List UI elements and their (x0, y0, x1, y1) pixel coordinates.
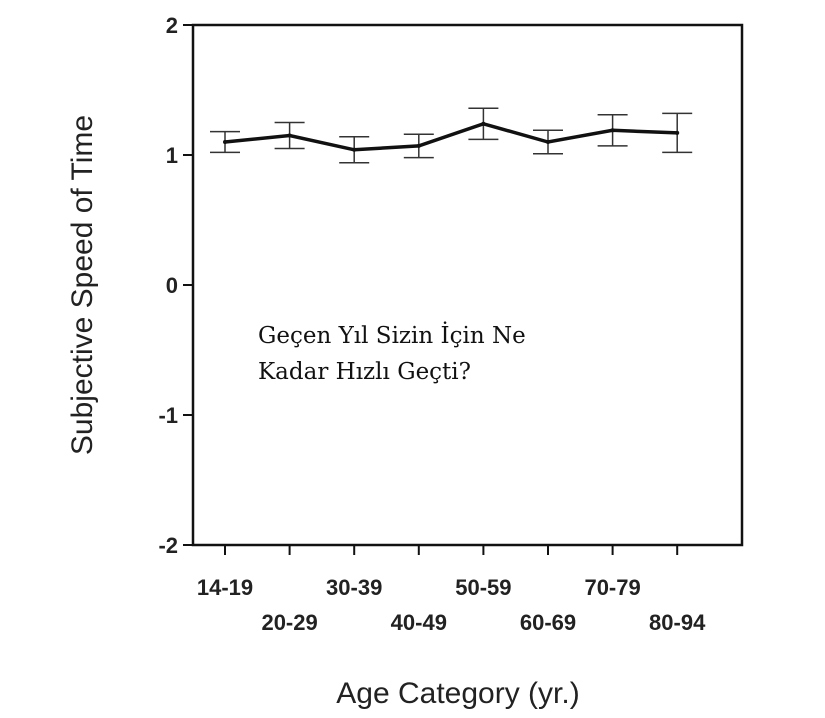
x-axis-label: Age Category (yr.) (336, 677, 579, 710)
y-axis-label: Subjective Speed of Time (66, 115, 99, 455)
x-tick-label: 20-29 (261, 610, 317, 635)
y-tick-label: 1 (166, 143, 178, 168)
y-tick-label: 2 (166, 13, 178, 38)
data-point (287, 133, 292, 138)
x-tick-label: 30-39 (326, 575, 382, 600)
y-tick-label: -1 (158, 403, 178, 428)
data-point (223, 140, 227, 144)
x-tick-label: 40-49 (391, 610, 447, 635)
caption-line-2: Kadar Hızlı Geçti? (258, 359, 471, 385)
y-tick-label: -2 (158, 533, 178, 558)
data-point (481, 121, 486, 126)
overlay-caption: Geçen Yıl Sizin İçin Ne Kadar Hızlı Geçt… (258, 318, 526, 390)
data-point (352, 147, 357, 152)
x-tick-label: 70-79 (584, 575, 640, 600)
data-point (416, 143, 421, 148)
x-tick-label: 80-94 (649, 610, 706, 635)
y-tick-label: 0 (166, 273, 178, 298)
x-tick-label: 14-19 (197, 575, 253, 600)
data-point (546, 140, 550, 144)
data-point (675, 130, 680, 135)
data-point (610, 128, 615, 133)
x-tick-label: 60-69 (520, 610, 576, 635)
caption-line-1: Geçen Yıl Sizin İçin Ne (258, 323, 526, 349)
data-line (224, 121, 678, 152)
plot-frame (191, 23, 744, 547)
x-tick-label: 50-59 (455, 575, 511, 600)
